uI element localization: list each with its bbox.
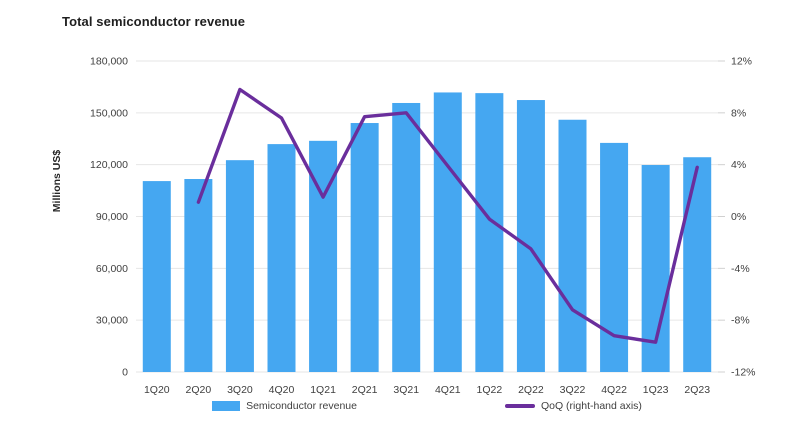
legend-item-revenue: Semiconductor revenue <box>212 400 357 412</box>
x-axis-label-1Q22: 1Q22 <box>477 384 503 396</box>
right-axis-tick-label: 12% <box>731 56 752 68</box>
x-axis-label-2Q23: 2Q23 <box>684 384 710 396</box>
qoq-legend-label: QoQ (right-hand axis) <box>540 400 642 412</box>
x-axis-label-4Q21: 4Q21 <box>435 384 461 396</box>
x-axis-label-4Q20: 4Q20 <box>269 384 295 396</box>
x-axis-label-2Q22: 2Q22 <box>518 384 544 396</box>
revenue-bar-4Q20 <box>267 144 296 372</box>
revenue-bar-3Q21 <box>392 102 421 373</box>
chart-legend: Semiconductor revenue QoQ (right-hand ax… <box>136 400 718 412</box>
qoq-line-swatch <box>504 404 535 408</box>
x-axis-label-2Q21: 2Q21 <box>352 384 378 396</box>
x-axis-label-1Q20: 1Q20 <box>144 384 170 396</box>
right-axis-tick-label: 8% <box>731 107 746 119</box>
x-axis-label-2Q20: 2Q20 <box>186 384 212 396</box>
left-axis-tick-label: 0 <box>122 367 128 379</box>
chart-title: Total semiconductor revenue <box>62 14 246 29</box>
right-axis-tick-label: -12% <box>731 367 756 379</box>
right-axis-tick-label: -8% <box>731 315 750 327</box>
revenue-bar-2Q22 <box>516 100 545 372</box>
left-axis-tick-label: 180,000 <box>90 56 128 68</box>
revenue-bar-1Q20 <box>142 181 171 372</box>
left-axis-tick-label: 60,000 <box>96 263 128 275</box>
x-axis-label-3Q20: 3Q20 <box>227 384 253 396</box>
revenue-bar-2Q20 <box>184 179 213 372</box>
revenue-bar-2Q21 <box>350 123 379 372</box>
revenue-legend-label: Semiconductor revenue <box>246 400 357 412</box>
x-axis-label-3Q21: 3Q21 <box>393 384 419 396</box>
revenue-bar-1Q22 <box>475 93 504 373</box>
x-axis-label-4Q22: 4Q22 <box>601 384 627 396</box>
revenue-bar-4Q21 <box>433 92 462 372</box>
right-axis-tick-label: 0% <box>731 211 746 223</box>
left-axis-tick-label: 90,000 <box>96 211 128 223</box>
left-axis-tick-label: 150,000 <box>90 107 128 119</box>
left-axis-tick-label: 30,000 <box>96 315 128 327</box>
x-axis-label-1Q21: 1Q21 <box>310 384 336 396</box>
qoq-line <box>196 87 699 344</box>
revenue-bar-2Q23 <box>683 157 712 372</box>
legend-item-qoq: QoQ (right-hand axis) <box>504 400 642 412</box>
revenue-bar-swatch <box>212 401 241 411</box>
right-axis-tick-label: 4% <box>731 159 746 171</box>
revenue-bar-3Q20 <box>225 160 254 372</box>
revenue-bar-3Q22 <box>558 119 587 372</box>
left-axis-tick-label: 120,000 <box>90 159 128 171</box>
x-axis-label-1Q23: 1Q23 <box>643 384 669 396</box>
x-axis-label-3Q22: 3Q22 <box>560 384 586 396</box>
right-axis-tick-label: -4% <box>731 263 750 275</box>
